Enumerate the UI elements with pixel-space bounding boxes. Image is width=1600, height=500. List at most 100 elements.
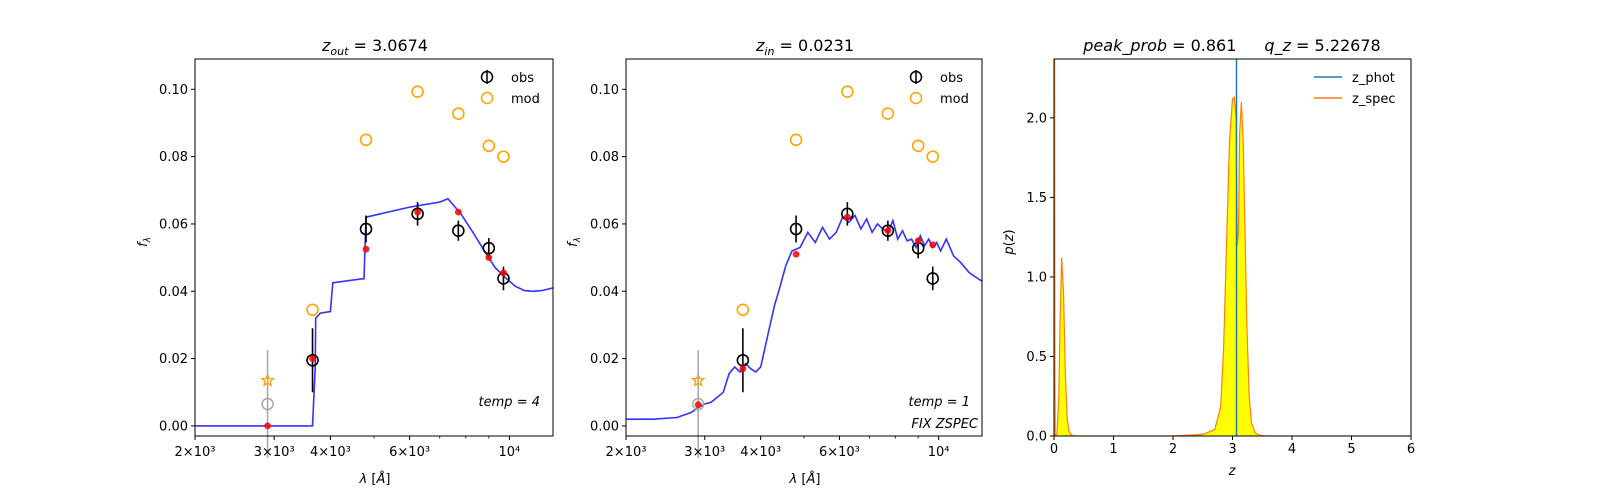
model-flux-point — [500, 269, 507, 277]
legend: obs mod — [470, 64, 548, 108]
obs-point — [482, 241, 496, 255]
y-axis-label: p(z) — [1002, 229, 1017, 255]
legend-obs-label: obs — [511, 71, 534, 86]
obs-point — [261, 397, 274, 411]
model-flux-point — [264, 422, 271, 430]
y-tick-label: 0.08 — [159, 150, 188, 165]
legend: obs mod — [900, 64, 978, 108]
legend-mod-label: mod — [940, 92, 969, 107]
mod-point — [926, 150, 940, 163]
obs-point — [691, 397, 705, 411]
legend-mod-label: mod — [511, 92, 540, 107]
x-tick-label: 10⁴ — [928, 445, 950, 460]
model-flux-point — [309, 355, 316, 362]
pz-fill-area — [1054, 59, 1411, 436]
legend: z_phot z_spec — [1308, 64, 1404, 108]
mod-point — [306, 303, 319, 317]
x-axis-label: λ [Å] — [359, 471, 391, 487]
y-tick-label: 0.02 — [159, 352, 188, 367]
sed-model-line — [195, 197, 553, 427]
y-tick-label: 0.08 — [590, 150, 619, 165]
y-tick-label: 1.5 — [1026, 191, 1047, 206]
x-axis-label: λ [Å] — [789, 471, 821, 487]
y-tick-label: 0.10 — [159, 83, 188, 98]
model-flux-point — [884, 227, 892, 235]
model-flux-point — [914, 237, 922, 245]
x-tick-label: 4 — [1288, 442, 1296, 457]
model-flux-point — [362, 245, 370, 253]
x-tick-label: 3×10³ — [684, 445, 725, 460]
template-annotation: temp = 1 — [909, 395, 970, 410]
model-flux-point — [485, 254, 493, 261]
x-tick-label: 6×10³ — [819, 445, 860, 460]
plot-area: 0.00 0.02 0.04 0.06 0.08 0.10 2×10³ 3×10³ 4×10³ 6… — [159, 58, 554, 460]
legend-zspec-label: z_spec — [1352, 92, 1396, 107]
mod-point — [452, 107, 465, 120]
y-tick-label: 0.04 — [159, 285, 188, 300]
fix-zspec-annotation: FIX ZSPEC — [911, 417, 979, 432]
x-tick-label: 3 — [1228, 442, 1236, 457]
y-tick-label: 2.0 — [1026, 111, 1047, 126]
x-tick-label: 4×10³ — [740, 445, 781, 460]
y-tick-label: 0.02 — [590, 352, 619, 367]
sed-panel-zin: zin = 0.0231 0.00 0.02 0.04 0.06 0.08 0.10 2×1… — [566, 36, 983, 487]
x-tick-label: 4×10³ — [310, 445, 351, 460]
x-tick-label: 10⁴ — [499, 445, 521, 460]
pz-panel: peak_prob = 0.861 q_z = 5.22678 0.0 0.5 1.0… — [1002, 36, 1415, 479]
panel-title-zin: zin = 0.0231 — [755, 36, 854, 58]
x-tick-label: 6 — [1407, 442, 1415, 457]
y-tick-label: 0.10 — [590, 83, 619, 98]
model-flux-point — [792, 250, 800, 258]
zout-value: 3.0674 — [372, 36, 428, 55]
obs-point — [881, 224, 895, 237]
x-tick-label: 2×10³ — [606, 445, 647, 460]
mod-point — [881, 107, 895, 120]
mod-point — [911, 139, 925, 153]
x-tick-label: 3×10³ — [254, 445, 295, 460]
y-tick-label: 0.0 — [1026, 430, 1047, 445]
x-tick-label: 1 — [1109, 442, 1117, 457]
x-tick-label: 0 — [1050, 442, 1058, 457]
obs-point — [789, 222, 803, 236]
legend-obs-marker — [480, 70, 494, 84]
pz-curve — [1054, 59, 1411, 436]
panel-title-pz: peak_prob = 0.861 q_z = 5.22678 — [1082, 36, 1380, 56]
zin-value: 0.0231 — [798, 36, 854, 55]
mod-point — [789, 133, 803, 147]
y-tick-label: 0.00 — [590, 419, 619, 434]
sed-model-line — [626, 214, 982, 420]
obs-point — [926, 272, 940, 285]
y-axis-label: fλ — [566, 237, 583, 247]
model-flux-point — [414, 208, 421, 216]
y-tick-label: 0.5 — [1026, 350, 1047, 365]
x-tick-label: 6×10³ — [389, 445, 430, 460]
y-axis-label: fλ — [136, 237, 153, 247]
model-flux-point — [454, 208, 462, 216]
y-tick-label: 1.0 — [1026, 270, 1047, 285]
model-flux-point — [739, 365, 747, 373]
legend-obs-marker — [909, 70, 923, 84]
obs-point — [359, 222, 373, 236]
mod-point — [736, 303, 750, 317]
x-axis-label: z — [1228, 464, 1237, 479]
legend-obs-label: obs — [940, 71, 963, 86]
mod-point — [411, 85, 424, 98]
obs-point — [411, 207, 424, 221]
y-tick-label: 0.00 — [159, 419, 188, 434]
mod-point — [359, 133, 373, 147]
y-tick-label: 0.06 — [590, 217, 619, 232]
obs-point — [306, 353, 319, 367]
model-flux-point — [929, 241, 937, 249]
mod-point — [482, 139, 496, 153]
template-annotation: temp = 4 — [479, 395, 540, 410]
sed-panel-zout: zout = 3.0674 0.00 0.02 0.04 0.06 0.08 0.10 2×… — [136, 36, 554, 487]
plot-area: 0.0 0.5 1.0 1.5 2.0 0 1 2 3 4 5 6 — [1026, 58, 1415, 457]
panel-title-zout: zout = 3.0674 — [321, 36, 428, 58]
y-tick-label: 0.06 — [159, 217, 188, 232]
model-flux-point — [843, 213, 851, 221]
x-tick-label: 2 — [1169, 442, 1177, 457]
plot-area: 0.00 0.02 0.04 0.06 0.08 0.10 2×10³ 3×10³ 4×10³ 6… — [590, 58, 983, 460]
mod-point — [841, 85, 854, 98]
obs-point — [452, 224, 465, 237]
